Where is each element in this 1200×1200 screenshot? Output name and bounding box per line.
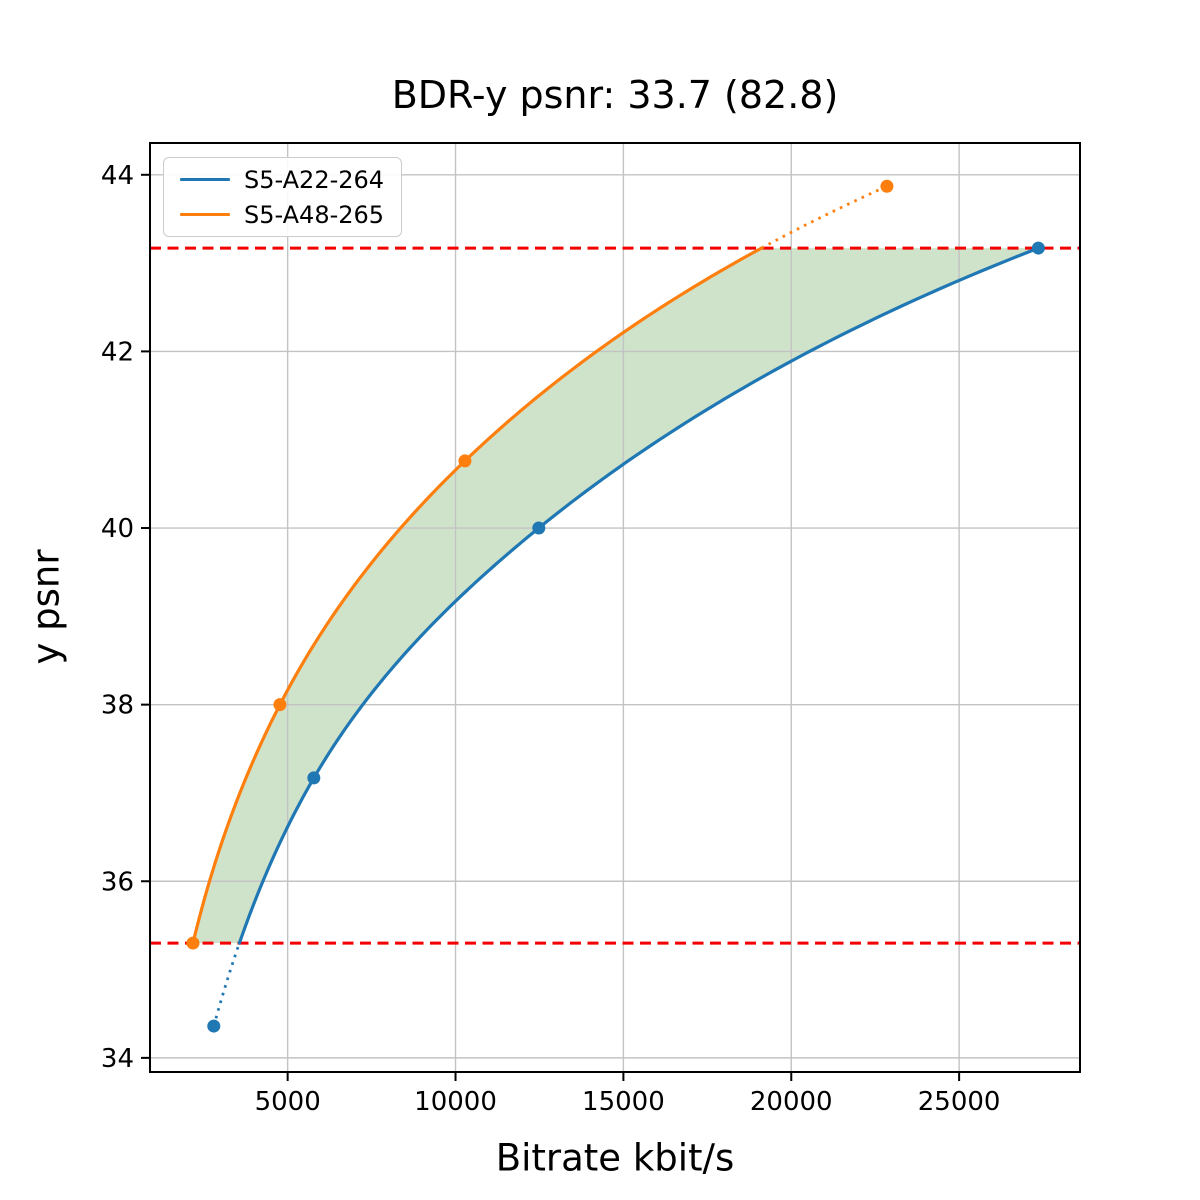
x-tick-label: 20000 (750, 1087, 833, 1117)
plot-border (149, 142, 1081, 1073)
x-tick-label: 15000 (582, 1087, 665, 1117)
x-tick-label: 10000 (414, 1087, 497, 1117)
y-tick-label: 38 (101, 691, 134, 721)
bd-shaded-region (192, 248, 1039, 944)
data-point-marker-series-0 (207, 1019, 221, 1033)
data-point-marker-series-0 (532, 521, 546, 535)
data-point-marker-series-0 (1031, 241, 1045, 255)
y-axis-label: y psnr (24, 549, 68, 665)
legend-label-series-1: S5-A48-265 (244, 200, 385, 229)
legend-label-series-0: S5-A22-264 (244, 165, 385, 194)
series-dotted-extension-1 (760, 184, 888, 250)
data-point-marker-series-1 (186, 936, 200, 950)
legend-item-series-1: S5-A48-265 (180, 203, 401, 227)
legend-line-sample-blue (180, 177, 230, 182)
series-dotted-extension-0 (212, 942, 241, 1027)
x-axis-label: Bitrate kbit/s (495, 1136, 735, 1180)
y-tick-label: 44 (101, 161, 134, 191)
data-point-marker-series-1 (273, 698, 287, 712)
x-tick-label: 5000 (255, 1087, 321, 1117)
legend: S5-A22-264 S5-A48-265 (163, 157, 402, 237)
data-point-marker-series-0 (307, 771, 321, 785)
series-line-1 (191, 246, 764, 945)
legend-line-sample-orange (180, 212, 230, 217)
y-tick-label: 40 (101, 514, 134, 544)
x-tick-label: 25000 (918, 1087, 1001, 1117)
series-line-0 (237, 246, 1040, 945)
data-point-marker-series-1 (458, 454, 472, 468)
y-tick-label: 42 (101, 337, 134, 367)
data-point-marker-series-1 (880, 179, 894, 193)
y-tick-label: 36 (101, 867, 134, 897)
chart-title: BDR-y psnr: 33.7 (82.8) (391, 73, 839, 117)
legend-item-series-0: S5-A22-264 (180, 168, 401, 192)
y-tick-label: 34 (101, 1044, 134, 1074)
